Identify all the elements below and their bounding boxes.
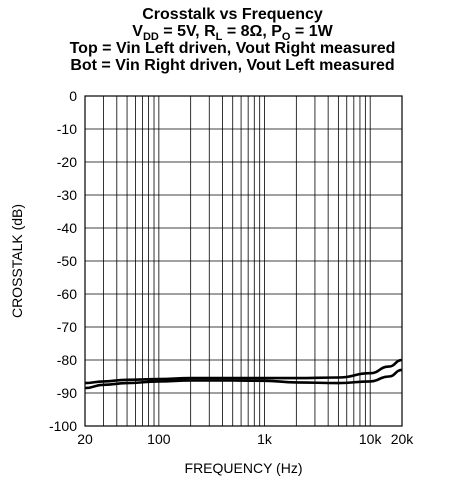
y-tick-labels: 0 -10 -20 -30 -40 -50 -60 -70 -80 -90 -100 [49, 88, 77, 434]
chart-title-line-4: Bot = Vin Right driven, Vout Left measur… [70, 57, 395, 74]
y-tick-label: -100 [49, 418, 77, 434]
x-axis-label: FREQUENCY (Hz) [185, 460, 303, 476]
x-tick-label: 1k [257, 431, 273, 447]
x-tick-labels: 20 100 1k 10k 20k [77, 431, 414, 447]
series-line-1 [84, 358, 403, 385]
y-axis-label: CROSSTALK (dB) [9, 204, 25, 318]
chart-title-line-2: VDD = 5V, RL = 8Ω, PO = 1W [132, 23, 333, 43]
chart-title-line-3: Top = Vin Left driven, Vout Right measur… [69, 40, 396, 57]
y-tick-label: -30 [57, 187, 77, 203]
y-tick-label: -60 [57, 286, 77, 302]
y-tick-label: -10 [57, 121, 77, 137]
chart-title-line-1: Crosstalk vs Frequency [142, 6, 323, 23]
x-tick-label: 100 [147, 431, 171, 447]
y-tick-label: -90 [57, 385, 77, 401]
y-tick-label: -80 [57, 352, 77, 368]
y-tick-label: -40 [57, 220, 77, 236]
y-tick-label: -70 [57, 319, 77, 335]
series-line-2 [84, 368, 403, 390]
y-tick-label: -20 [57, 154, 77, 170]
x-tick-label: 20k [391, 431, 415, 447]
y-tick-label: -50 [57, 253, 77, 269]
y-tick-label: 0 [69, 88, 77, 104]
plot-frame [84, 95, 403, 427]
x-tick-label: 10k [359, 431, 383, 447]
x-tick-label: 20 [77, 431, 93, 447]
data-series [84, 358, 403, 390]
